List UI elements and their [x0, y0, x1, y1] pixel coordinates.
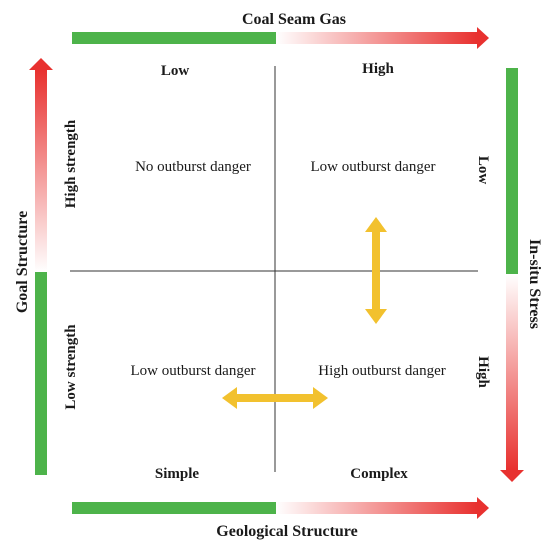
bottom-arrowhead-icon: [477, 497, 489, 519]
top-low-label: Low: [161, 63, 190, 79]
right-low-label: Low: [475, 156, 491, 185]
right-axis-bar: [500, 68, 524, 482]
quadrant-top-left-label: No outburst danger: [135, 159, 251, 175]
left-low-strength-label: Low strength: [63, 324, 79, 410]
left-axis-bar: [29, 58, 53, 475]
bottom-complex-label: Complex: [350, 466, 408, 482]
quadrant-bottom-right-label: High outburst danger: [318, 363, 445, 379]
right-axis-title: In-situ Stress: [526, 239, 543, 329]
left-axis-title: Goal Structure: [14, 211, 31, 313]
quadrant-top-right-label: Low outburst danger: [311, 159, 436, 175]
top-axis-bar: [72, 27, 489, 49]
bottom-axis-bar: [72, 497, 489, 519]
bottom-simple-label: Simple: [155, 466, 200, 482]
top-arrowhead-icon: [477, 27, 489, 49]
right-high-label: High: [475, 356, 491, 388]
right-arrowhead-icon: [500, 470, 524, 482]
left-arrowhead-icon: [29, 58, 53, 70]
quadrant-bottom-left-label: Low outburst danger: [131, 363, 256, 379]
left-high-strength-label: High strength: [63, 119, 79, 208]
top-high-label: High: [362, 61, 394, 77]
double-headed-horizontal-arrow-icon: [222, 387, 328, 409]
top-axis-title: Coal Seam Gas: [242, 11, 346, 28]
double-headed-vertical-arrow-icon: [365, 217, 387, 324]
bottom-axis-title: Geological Structure: [216, 523, 357, 540]
